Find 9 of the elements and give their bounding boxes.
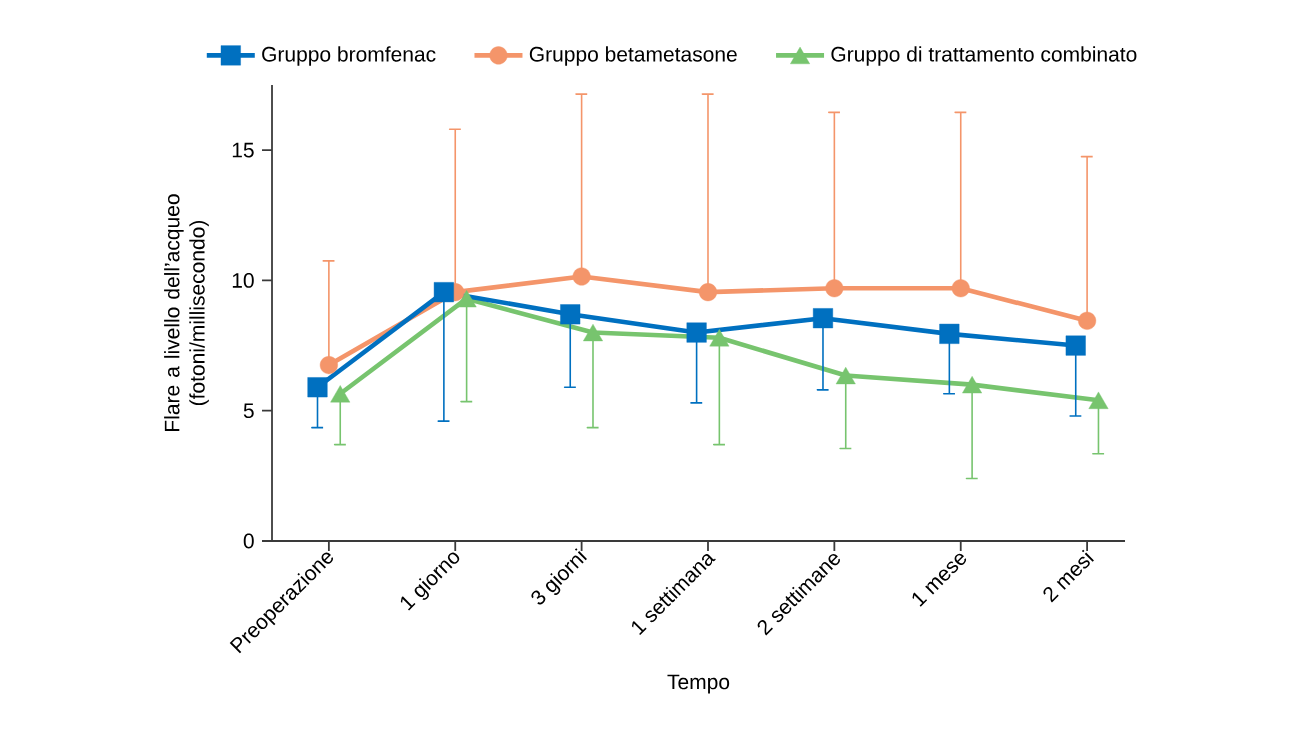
y-tick-label: 10 <box>232 273 254 288</box>
legend-label: Gruppo di trattamento combinato <box>831 46 1137 66</box>
y-axis-title: Flare a livello dell’acqueo (fotoni/millisecondo) <box>164 194 209 431</box>
legend-label: Gruppo betametasone <box>529 46 737 66</box>
y-tick-label: 5 <box>243 403 254 419</box>
y-tick-label: 15 <box>232 142 254 158</box>
legend-label: Gruppo bromfenac <box>262 46 436 66</box>
x-axis-title: Tempo <box>667 674 730 694</box>
y-tick-label: 0 <box>243 533 254 549</box>
